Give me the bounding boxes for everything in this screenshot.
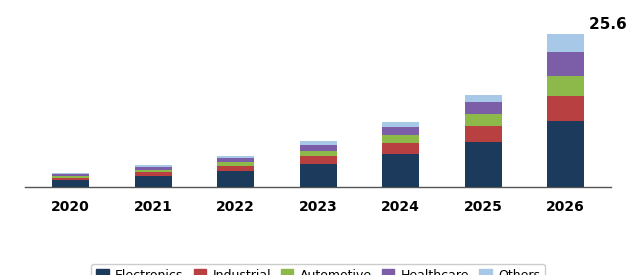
Bar (300, 164, 336, 187)
Bar (135, 167, 171, 170)
Bar (465, 102, 501, 114)
Bar (300, 145, 336, 151)
Bar (547, 34, 584, 52)
Bar (217, 162, 254, 166)
Bar (217, 158, 254, 162)
Bar (52, 174, 89, 176)
Bar (52, 180, 89, 187)
Bar (382, 143, 419, 154)
Bar (382, 127, 419, 134)
Bar (465, 95, 501, 102)
Bar (547, 121, 584, 187)
Bar (217, 156, 254, 158)
Bar (300, 141, 336, 145)
Bar (135, 172, 171, 176)
Bar (465, 126, 501, 142)
Legend: Electronics, Industrial, Automotive, Healthcare, Others: Electronics, Industrial, Automotive, Hea… (91, 264, 545, 275)
Bar (300, 156, 336, 164)
Bar (135, 170, 171, 172)
Bar (135, 166, 171, 167)
Bar (382, 154, 419, 187)
Bar (217, 171, 254, 187)
Bar (52, 176, 89, 178)
Bar (547, 76, 584, 96)
Bar (547, 96, 584, 121)
Bar (465, 114, 501, 126)
Bar (52, 178, 89, 180)
Bar (52, 173, 89, 174)
Bar (382, 134, 419, 143)
Bar (300, 151, 336, 156)
Bar (547, 52, 584, 76)
Bar (382, 122, 419, 127)
Bar (135, 176, 171, 187)
Bar (217, 166, 254, 171)
Bar (465, 142, 501, 187)
Text: 25.6 Bn: 25.6 Bn (589, 17, 630, 32)
